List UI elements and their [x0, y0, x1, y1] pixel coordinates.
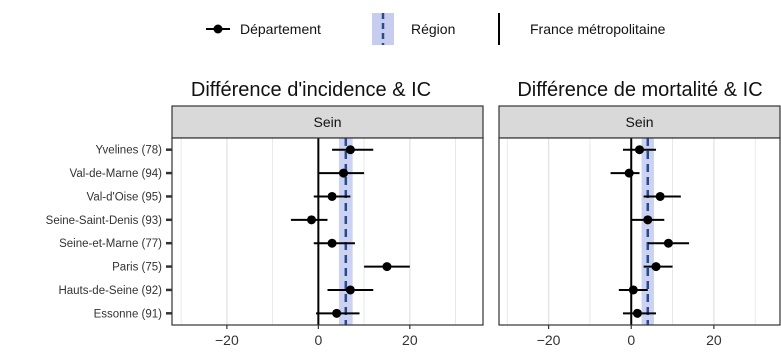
legend-departement-point [213, 24, 223, 34]
facet-strip [171, 105, 484, 139]
category-label: Essonne (91) [94, 308, 163, 320]
category-label: Yvelines (78) [96, 145, 163, 157]
x-tick-label: −20 [215, 332, 239, 348]
x-tick-label: 20 [402, 332, 418, 348]
estimate-point [624, 168, 634, 178]
estimate-point [327, 238, 337, 248]
category-label: Val-de-Marne (94) [70, 168, 163, 180]
category-label: Hauts-de-Seine (92) [58, 285, 162, 297]
plot-area [172, 138, 483, 325]
estimate-point [632, 308, 642, 318]
estimate-point [663, 238, 673, 248]
panels: Différence d'incidence & IC Sein Yvelines … [46, 79, 781, 348]
category-label: Seine-et-Marne (77) [59, 238, 162, 250]
panel-2: Différence de mortalité & IC Sein −20 0 20 [498, 79, 781, 348]
facet-strip [498, 105, 781, 139]
plot-frame [171, 137, 484, 326]
x-tick-label: −20 [537, 332, 561, 348]
legend-region-label: Région [411, 21, 455, 37]
estimate-point [643, 215, 653, 225]
estimate-point [651, 262, 661, 272]
panel-title: Différence d'incidence & IC [191, 79, 431, 101]
estimate-point [655, 191, 665, 201]
plot-area [499, 138, 780, 325]
estimate-point [339, 168, 349, 178]
category-label: Val-d'Oise (95) [87, 191, 163, 203]
facet-strip-label: Sein [625, 114, 653, 130]
plot-frame [498, 137, 781, 326]
estimate-point [635, 145, 644, 155]
facet-strip-label: Sein [313, 114, 341, 130]
estimate-point [332, 308, 342, 318]
panel-title: Différence de mortalité & IC [517, 79, 762, 101]
category-label: Seine-Saint-Denis (93) [46, 215, 163, 227]
x-tick-label: 20 [706, 332, 722, 348]
category-label: Paris (75) [112, 262, 162, 274]
x-tick-label: 0 [627, 332, 635, 348]
estimate-point [327, 191, 337, 201]
x-tick-label: 0 [314, 332, 322, 348]
estimate-point [382, 262, 392, 272]
panel-1: Différence d'incidence & IC Sein Yvelines … [46, 79, 484, 348]
estimate-point [628, 285, 638, 295]
estimate-point [345, 285, 355, 295]
legend-departement-label: Département [240, 21, 321, 37]
estimate-point [306, 215, 316, 225]
estimate-point [345, 145, 355, 155]
legend: Département Région France métropolitaine [206, 13, 666, 45]
legend-france-label: France métropolitaine [530, 21, 666, 37]
